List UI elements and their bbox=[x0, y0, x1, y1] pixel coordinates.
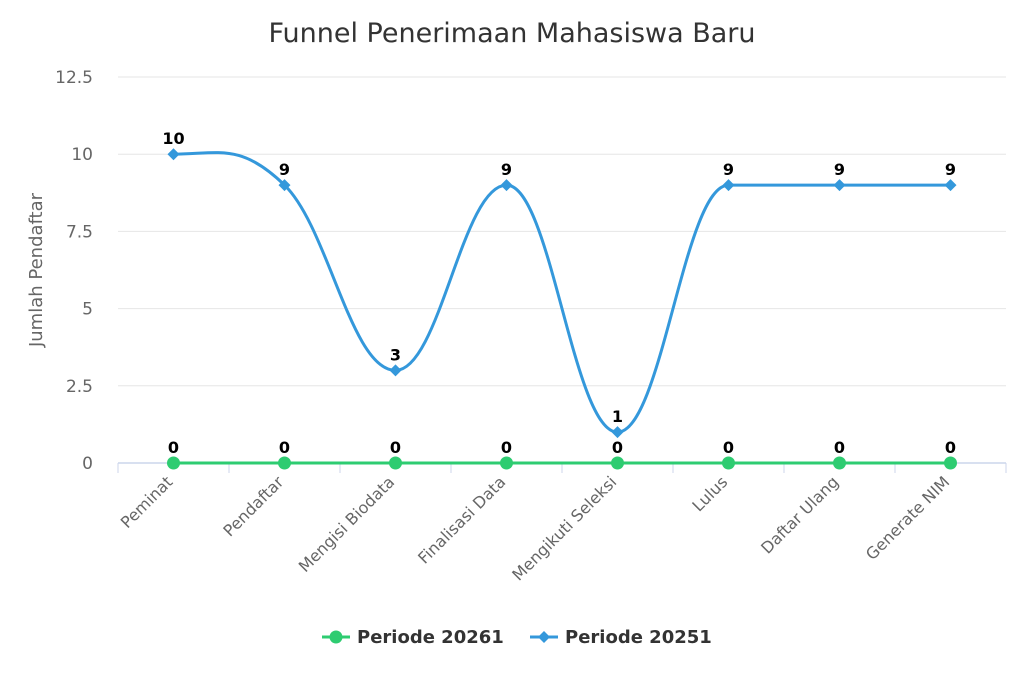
data-label: 9 bbox=[501, 160, 512, 179]
data-point[interactable] bbox=[833, 179, 846, 192]
y-tick-label: 5 bbox=[82, 300, 93, 320]
x-tick-label: Mengikuti Seleksi bbox=[508, 472, 620, 584]
data-label: 9 bbox=[279, 160, 290, 179]
data-labels: 10 9 3 9 1 9 9 9 0 0 0 0 0 0 0 0 bbox=[161, 128, 958, 459]
x-tick-label: Daftar Ulang bbox=[757, 472, 842, 557]
data-point[interactable] bbox=[389, 364, 402, 377]
y-tick-label: 7.5 bbox=[66, 222, 93, 242]
legend-diamond-icon bbox=[538, 631, 550, 643]
data-point[interactable] bbox=[611, 456, 624, 470]
legend: Periode 20261 Periode 20251 bbox=[322, 627, 712, 648]
data-point[interactable] bbox=[500, 456, 513, 470]
x-tick-label: Generate NIM bbox=[862, 472, 953, 563]
data-label: 0 bbox=[834, 438, 845, 457]
data-label: 0 bbox=[279, 438, 290, 457]
data-point[interactable] bbox=[944, 179, 957, 192]
data-point[interactable] bbox=[278, 179, 291, 192]
data-point[interactable] bbox=[500, 179, 513, 192]
x-axis: Peminat Pendaftar Mengisi Biodata Finalisas… bbox=[117, 462, 1007, 584]
legend-item[interactable]: Periode 20261 bbox=[322, 627, 504, 648]
data-point[interactable] bbox=[722, 456, 735, 470]
data-point[interactable] bbox=[944, 456, 957, 470]
data-label: 3 bbox=[390, 345, 401, 364]
data-label: 9 bbox=[723, 160, 734, 179]
legend-label: Periode 20261 bbox=[357, 627, 504, 648]
x-tick-label: Finalisasi Data bbox=[414, 472, 509, 567]
x-tick-label: Pendaftar bbox=[219, 472, 287, 540]
data-label: 9 bbox=[834, 160, 845, 179]
x-tick-label: Mengisi Biodata bbox=[295, 472, 399, 576]
data-point[interactable] bbox=[167, 456, 180, 470]
y-tick-label: 12.5 bbox=[55, 68, 93, 88]
data-point[interactable] bbox=[278, 456, 291, 470]
series-line bbox=[172, 151, 952, 434]
series-layer bbox=[167, 148, 957, 470]
data-label: 1 bbox=[612, 407, 623, 426]
data-label: 0 bbox=[723, 438, 734, 457]
legend-circle-icon bbox=[329, 630, 343, 644]
y-axis-ticks: 0 2.5 5 7.5 10 12.5 bbox=[55, 68, 93, 474]
data-point[interactable] bbox=[611, 426, 624, 439]
data-label: 0 bbox=[945, 438, 956, 457]
legend-item[interactable]: Periode 20251 bbox=[530, 627, 712, 648]
y-tick-label: 2.5 bbox=[66, 377, 93, 397]
grid-lines bbox=[118, 76, 1006, 387]
data-label: 0 bbox=[501, 438, 512, 457]
data-label: 0 bbox=[612, 438, 623, 457]
y-tick-label: 10 bbox=[71, 145, 93, 165]
chart-title: Funnel Penerimaan Mahasiswa Baru bbox=[268, 18, 755, 49]
data-label: 9 bbox=[945, 160, 956, 179]
data-label: 0 bbox=[390, 438, 401, 457]
data-point[interactable] bbox=[722, 179, 735, 192]
y-tick-label: 0 bbox=[82, 454, 93, 474]
data-label: 0 bbox=[168, 438, 179, 457]
legend-label: Periode 20251 bbox=[565, 627, 712, 648]
x-tick-label: Peminat bbox=[117, 472, 177, 532]
data-point[interactable] bbox=[167, 148, 180, 161]
data-label: 10 bbox=[162, 129, 184, 148]
y-axis-label: Jumlah Pendaftar bbox=[26, 192, 47, 348]
x-tick-label: Lulus bbox=[688, 472, 731, 515]
data-point[interactable] bbox=[833, 456, 846, 470]
data-point[interactable] bbox=[389, 456, 402, 470]
